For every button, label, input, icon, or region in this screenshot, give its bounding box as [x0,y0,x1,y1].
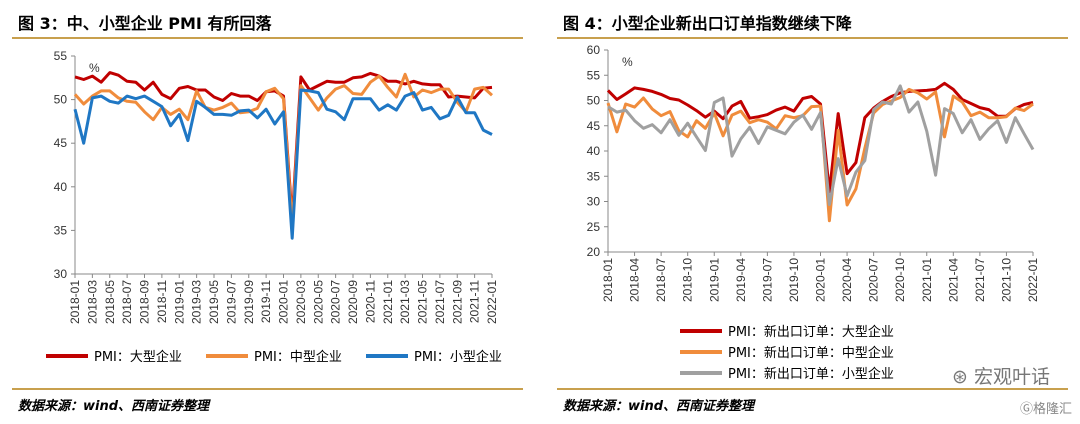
series-line-3 [73,88,493,240]
y-tick-label: 55 [587,68,601,82]
series-line-2 [606,87,1034,223]
legend-label-1: PMI：新出口订单：大型企业 [728,324,894,340]
panel-figure-3: 图 3：中、小型企业 PMI 有所回落 30 35 40 45 50 55% 2018-01… [0,0,535,424]
x-tick-label: 2021-01 [920,258,934,302]
x-tick-label: 2019-11 [259,280,273,323]
x-tick-label: 2018-04 [628,258,642,302]
watermark-corner: Ⓖ格隆汇 [1019,402,1072,417]
unit-label: % [89,61,100,75]
y-tick-label: 45 [54,136,68,150]
x-tick-label: 2019-01 [172,280,186,324]
x-tick-label: 2019-01 [707,258,721,302]
x-tick-label: 2021-04 [946,258,960,302]
x-tick-label: 2018-05 [103,280,117,324]
x-tick-label: 2021-03 [398,280,412,324]
watermark-text: 宏观叶话 [973,366,1050,388]
series-line-2 [73,72,494,228]
x-tick-label: 2021-07 [973,258,987,302]
x-tick-label: 2021-09 [450,280,464,324]
source-divider [557,388,1068,390]
x-tick-label: 2020-04 [840,258,854,302]
x-tick-label: 2022-01 [485,280,499,324]
x-tick-label: 2018-01 [601,258,615,302]
figure-3-source: 数据来源：wind、西南证券整理 [18,399,210,414]
y-tick-label: 30 [587,195,601,209]
figure-4-title: 图 4：小型企业新出口订单指数继续下降 [563,14,852,33]
legend-label-2: PMI：中型企业 [254,349,342,365]
y-tick-label: 50 [587,94,601,108]
y-tick-label: 30 [54,267,68,281]
x-tick-label: 2018-09 [138,280,152,324]
title-divider [557,37,1068,39]
y-tick-label: 55 [54,49,68,63]
series-line-1 [606,81,1034,194]
legend-label-1: PMI：大型企业 [94,349,182,365]
x-tick-label: 2018-11 [155,280,169,323]
x-tick-label: 2020-07 [329,280,343,324]
watermark-wechat: ⊛ 宏观叶话 [952,366,1050,388]
y-tick-label: 35 [587,169,601,183]
source-divider [12,388,523,390]
x-tick-label: 2018-07 [654,258,668,302]
figure-4-source: 数据来源：wind、西南证券整理 [563,399,755,414]
y-tick-label: 20 [587,245,601,259]
legend-label-3: PMI：小型企业 [414,349,502,365]
y-tick-label: 40 [54,180,68,194]
x-tick-label: 2020-07 [867,258,881,302]
series-line-3 [607,84,1035,206]
x-tick-label: 2020-09 [346,280,360,324]
y-tick-label: 60 [587,43,601,57]
x-tick-label: 2018-01 [68,280,82,324]
x-tick-label: 2018-07 [120,280,134,324]
x-tick-label: 2018-10 [681,258,695,302]
x-tick-label: 2020-01 [814,258,828,302]
x-tick-label: 2022-01 [1026,258,1040,302]
panel-figure-4: 图 4：小型企业新出口订单指数继续下降 20 25 30 35 40 45 50 55 60% 2… [545,0,1080,424]
x-tick-label: 2019-10 [787,258,801,302]
x-tick-label: 2020-11 [363,280,377,323]
watermark-corner-text: 格隆汇 [1032,402,1072,417]
series-line-1 [74,71,493,221]
x-tick-label: 2021-05 [416,280,430,324]
chart-figure-4: 20 25 30 35 40 45 50 55 60% 2018-01 2018-04 2018-07… [587,43,1040,382]
x-tick-label: 2020-01 [277,280,291,324]
x-tick-label: 2018-03 [85,280,99,324]
x-tick-label: 2020-05 [311,280,325,324]
x-tick-label: 2021-11 [468,280,482,323]
x-tick-label: 2019-03 [190,280,204,324]
y-tick-label: 50 [54,93,68,107]
y-tick-label: 40 [587,144,601,158]
x-tick-label: 2019-07 [760,258,774,302]
x-tick-label: 2020-03 [294,280,308,324]
legend-label-2: PMI：新出口订单：中型企业 [728,345,894,361]
x-tick-label: 2019-09 [242,280,256,324]
figure-3-title: 图 3：中、小型企业 PMI 有所回落 [18,14,272,33]
x-tick-label: 2021-07 [433,280,447,324]
legend-label-3: PMI：新出口订单：小型企业 [728,366,894,382]
y-tick-label: 25 [587,220,601,234]
y-tick-label: 45 [587,119,601,133]
x-tick-label: 2019-05 [207,280,221,324]
y-tick-label: 35 [54,223,68,237]
x-tick-label: 2021-10 [999,258,1013,302]
x-tick-label: 2020-10 [893,258,907,302]
x-tick-label: 2019-07 [224,280,238,324]
x-tick-label: 2021-01 [381,280,395,324]
x-tick-label: 2019-04 [734,258,748,302]
unit-label: % [622,55,633,69]
title-divider [12,37,523,39]
